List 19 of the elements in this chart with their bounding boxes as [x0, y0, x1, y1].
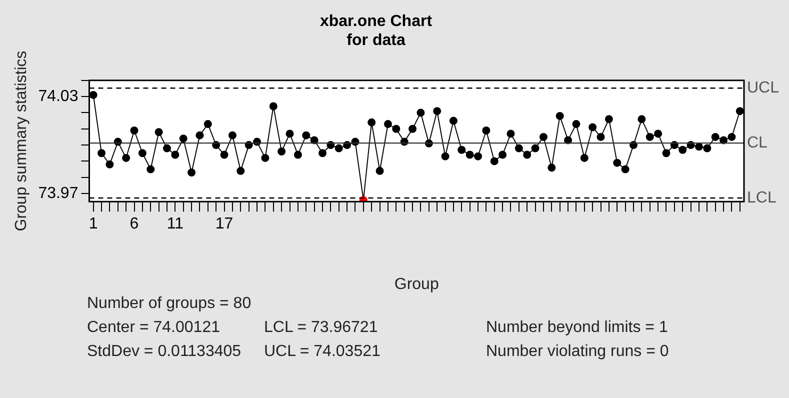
x-tick-label: 6: [130, 216, 139, 233]
text: Center = 74.00121: [87, 318, 221, 338]
x-tick-label: 11: [166, 216, 184, 233]
text: Number of groups = 80: [87, 294, 252, 314]
y-tick-label: 73.97: [38, 184, 78, 202]
ref-line-label: CL: [747, 134, 768, 152]
x-tick-label: 17: [215, 216, 234, 233]
y-tick-label: 74.03: [38, 88, 78, 105]
ref-line-label: UCL: [747, 80, 780, 97]
ref-line-label: LCL: [747, 189, 776, 206]
y-axis-title: Group summary statistics: [13, 50, 30, 232]
text: LCL = 73.96721: [264, 318, 379, 338]
x-axis-title: Group: [394, 276, 439, 293]
text: Number beyond limits = 1: [486, 318, 668, 338]
text: UCL = 74.03521: [264, 342, 382, 362]
x-tick-label: 1: [88, 216, 98, 233]
text: StdDev = 0.01133405: [87, 342, 242, 362]
text: Number violating runs = 0: [486, 342, 669, 362]
chart-title: xbar.one Chart for data: [320, 13, 433, 50]
